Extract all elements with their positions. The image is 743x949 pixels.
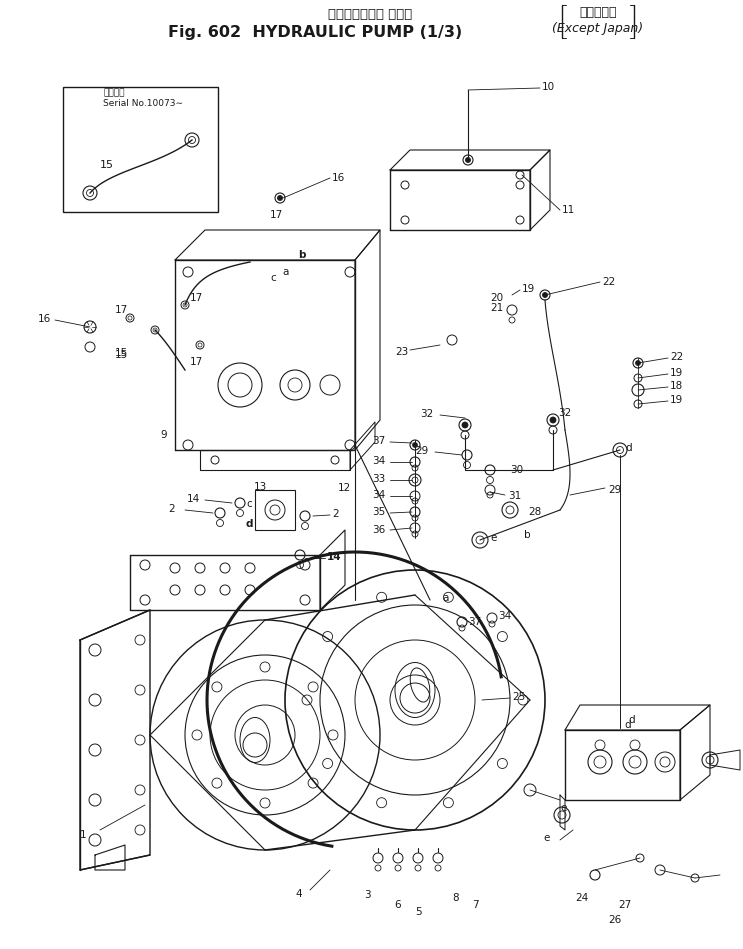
Text: 20: 20 bbox=[490, 293, 503, 303]
Text: 9: 9 bbox=[160, 430, 166, 440]
Text: 4: 4 bbox=[295, 889, 302, 899]
Text: 22: 22 bbox=[670, 352, 684, 362]
Text: c: c bbox=[270, 273, 276, 283]
Text: 32: 32 bbox=[558, 408, 571, 418]
Text: 34: 34 bbox=[372, 490, 386, 500]
Text: 6: 6 bbox=[394, 900, 400, 910]
Text: 8: 8 bbox=[452, 893, 458, 903]
Text: 19: 19 bbox=[522, 284, 535, 294]
Text: 3: 3 bbox=[364, 890, 371, 900]
Text: 23: 23 bbox=[395, 347, 408, 357]
Text: 37: 37 bbox=[372, 436, 386, 446]
Text: 海　外　向: 海 外 向 bbox=[580, 6, 617, 18]
Text: c: c bbox=[246, 499, 252, 509]
Circle shape bbox=[466, 158, 470, 162]
Text: e: e bbox=[543, 833, 549, 843]
Text: d: d bbox=[624, 720, 631, 730]
Text: 2: 2 bbox=[168, 504, 175, 514]
Text: 17: 17 bbox=[190, 293, 204, 303]
Text: (Except Japan): (Except Japan) bbox=[553, 22, 643, 34]
Text: 28: 28 bbox=[528, 507, 541, 517]
Text: 19: 19 bbox=[670, 368, 684, 378]
Text: 16: 16 bbox=[38, 314, 51, 324]
Text: 7: 7 bbox=[472, 900, 478, 910]
Text: 5: 5 bbox=[415, 907, 421, 917]
Text: 15: 15 bbox=[100, 160, 114, 170]
Text: 34: 34 bbox=[498, 611, 511, 621]
Text: 29: 29 bbox=[608, 485, 621, 495]
Text: 32: 32 bbox=[420, 409, 433, 419]
Text: 10: 10 bbox=[542, 82, 555, 92]
Text: 21: 21 bbox=[490, 303, 503, 313]
Text: 15: 15 bbox=[115, 348, 129, 358]
Text: b: b bbox=[298, 250, 305, 260]
Text: e: e bbox=[560, 803, 566, 813]
Text: 12: 12 bbox=[338, 483, 351, 493]
Text: e: e bbox=[490, 533, 496, 543]
Text: 17: 17 bbox=[270, 210, 283, 220]
Text: a: a bbox=[442, 593, 448, 603]
Text: 1: 1 bbox=[80, 830, 87, 840]
Text: 14: 14 bbox=[327, 552, 342, 562]
Text: 36: 36 bbox=[372, 525, 386, 535]
Text: 13: 13 bbox=[254, 482, 267, 492]
Text: 18: 18 bbox=[670, 381, 684, 391]
Text: Fig. 602  HYDRAULIC PUMP (1/3): Fig. 602 HYDRAULIC PUMP (1/3) bbox=[168, 25, 462, 40]
Text: 30: 30 bbox=[510, 465, 523, 475]
Text: a: a bbox=[282, 267, 288, 277]
Circle shape bbox=[277, 195, 282, 200]
Circle shape bbox=[635, 361, 640, 365]
Text: 35: 35 bbox=[372, 507, 386, 517]
Text: 16: 16 bbox=[332, 173, 345, 183]
Text: 19: 19 bbox=[670, 395, 684, 405]
Text: 37: 37 bbox=[468, 617, 481, 627]
Text: b: b bbox=[524, 530, 531, 540]
Text: d: d bbox=[246, 519, 253, 529]
Text: Serial No.10073∼: Serial No.10073∼ bbox=[103, 99, 183, 107]
Circle shape bbox=[412, 442, 418, 448]
Text: 26: 26 bbox=[608, 915, 621, 925]
Text: d: d bbox=[628, 715, 635, 725]
Text: 22: 22 bbox=[602, 277, 615, 287]
Text: 満用号框: 満用号框 bbox=[103, 88, 125, 98]
Text: 17: 17 bbox=[115, 305, 129, 315]
Text: 17: 17 bbox=[190, 357, 204, 367]
Text: 15: 15 bbox=[115, 350, 129, 360]
Bar bbox=[63, 87, 218, 212]
Text: 29: 29 bbox=[415, 446, 428, 456]
Text: ハイドロリック ボンプ: ハイドロリック ボンプ bbox=[328, 8, 412, 21]
Text: 24: 24 bbox=[575, 893, 588, 903]
Text: 31: 31 bbox=[508, 491, 522, 501]
Text: 11: 11 bbox=[562, 205, 575, 215]
Bar bbox=[255, 490, 295, 530]
Circle shape bbox=[542, 292, 548, 297]
Circle shape bbox=[462, 422, 468, 428]
Text: d: d bbox=[625, 443, 632, 453]
Text: 34: 34 bbox=[372, 456, 386, 466]
Circle shape bbox=[550, 417, 556, 423]
Text: 27: 27 bbox=[618, 900, 632, 910]
Text: 14: 14 bbox=[187, 494, 201, 504]
Text: 25: 25 bbox=[512, 692, 525, 702]
Text: 2: 2 bbox=[332, 509, 339, 519]
Text: 33: 33 bbox=[372, 474, 386, 484]
